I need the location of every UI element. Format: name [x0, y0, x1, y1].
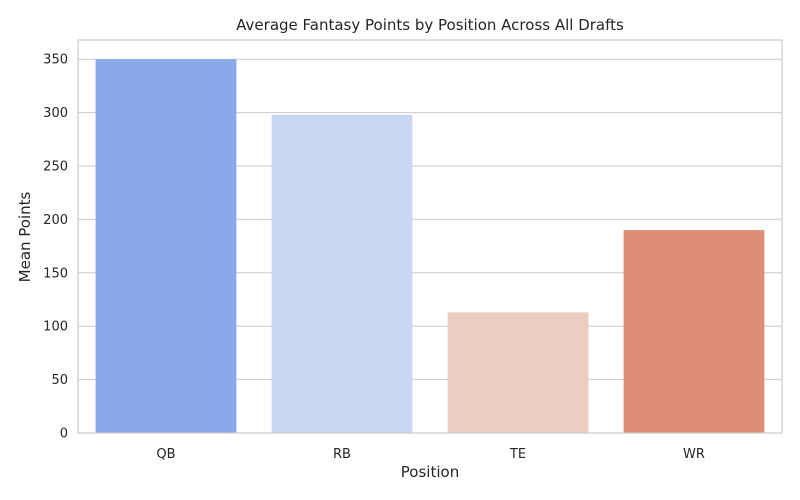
- bar-wr: [623, 230, 765, 433]
- y-tick-label: 350: [43, 53, 68, 68]
- bar-rb: [271, 114, 413, 433]
- y-tick-label: 300: [43, 106, 68, 121]
- x-tick-label: WR: [683, 447, 705, 462]
- x-axis-label: Position: [401, 463, 459, 481]
- x-tick-label: TE: [509, 447, 526, 462]
- y-tick-label: 200: [43, 213, 68, 228]
- y-axis-ticks: 0 50 100 150 200 250 300 350: [43, 53, 68, 442]
- y-tick-label: 50: [51, 373, 68, 388]
- y-tick-label: 150: [43, 266, 68, 281]
- x-axis-ticks: QB RB TE WR: [156, 447, 705, 462]
- chart-title: Average Fantasy Points by Position Acros…: [236, 16, 624, 34]
- y-axis-label: Mean Points: [16, 191, 34, 282]
- x-tick-label: RB: [333, 447, 351, 462]
- plot-frame: [77, 39, 783, 434]
- bar-te: [447, 312, 589, 433]
- y-tick-label: 0: [60, 427, 68, 442]
- y-tick-label: 250: [43, 160, 68, 175]
- y-tick-label: 100: [43, 320, 68, 335]
- x-tick-label: QB: [156, 447, 175, 462]
- bar-qb: [95, 59, 237, 433]
- bars: [95, 59, 765, 433]
